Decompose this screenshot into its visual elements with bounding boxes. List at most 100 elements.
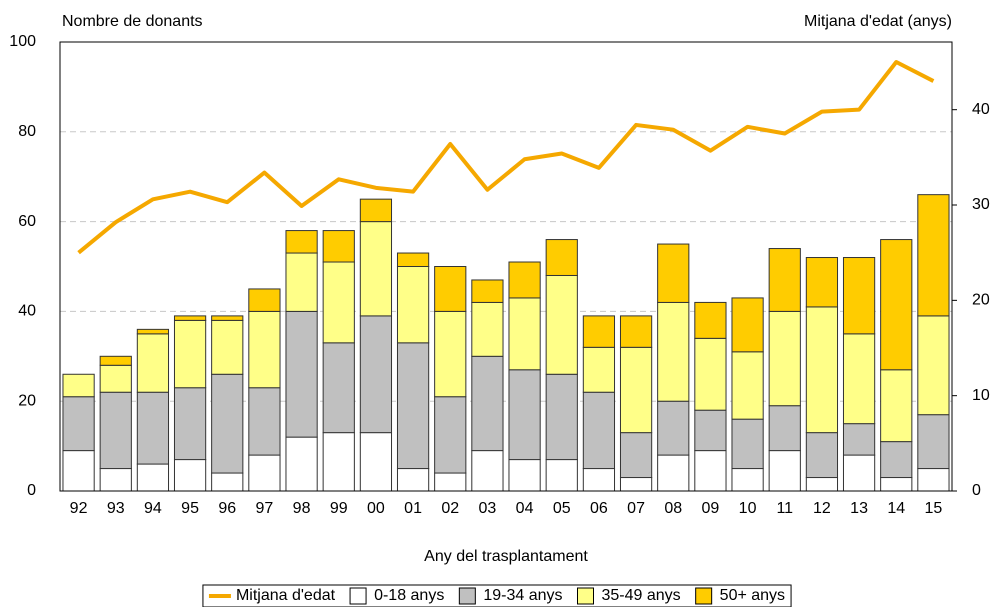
bar-segment (396, 266, 430, 344)
legend-label: 19-34 anys (483, 587, 562, 604)
legend-swatch (577, 587, 594, 605)
bar-segment (173, 387, 207, 461)
bar-segment (211, 472, 244, 492)
legend-label: 35-49 anys (602, 587, 681, 604)
bar-segment (731, 418, 764, 470)
bar-segment (842, 333, 876, 425)
y-tick-label: 0 (27, 482, 36, 499)
bar-segment (508, 369, 541, 461)
bar-segment (471, 450, 504, 492)
x-tick-label: 93 (107, 500, 125, 517)
bar-segment (805, 306, 839, 434)
bar-segment (842, 454, 876, 492)
legend-label: 0-18 anys (374, 587, 444, 604)
bar-segment (694, 337, 727, 411)
bar-segment (805, 257, 839, 308)
x-tick-label: 06 (590, 500, 608, 517)
bar-segment (880, 239, 913, 371)
x-tick-label: 96 (218, 500, 236, 517)
bar-segment (619, 477, 653, 492)
bar-segment (582, 391, 616, 470)
bar-segment (694, 301, 727, 339)
bar-segment (508, 297, 541, 371)
bar-segment (805, 477, 839, 492)
bar-segment (545, 373, 578, 461)
bar-segment (657, 400, 690, 456)
x-tick-label: 99 (330, 500, 348, 517)
y2-tick-label: 40 (972, 101, 990, 118)
bar-segment (731, 468, 764, 492)
bar-segment (508, 459, 541, 492)
bar-segment (917, 414, 950, 470)
bar-segment (471, 355, 504, 452)
bar-segment (917, 315, 950, 416)
x-tick-label: 98 (293, 500, 311, 517)
bar-segment (768, 450, 801, 492)
bar-segment (768, 248, 801, 312)
bar-segment (842, 423, 876, 456)
legend-swatch (349, 587, 367, 605)
bar-segment (248, 310, 281, 389)
plot-frame (59, 41, 953, 492)
legend-swatch (458, 587, 476, 605)
bar-segment (582, 468, 616, 492)
y2-tick-label: 20 (972, 292, 990, 309)
bar-segment (842, 257, 876, 335)
bar-segment (136, 333, 170, 393)
bar-segment (434, 310, 467, 398)
legend-label: Mitjana d'edat (236, 587, 336, 604)
y2-tick-label: 0 (972, 482, 981, 499)
bar-segment (62, 450, 95, 492)
bar-segment (211, 315, 244, 321)
bar-segment (359, 315, 393, 434)
bar-segment (396, 468, 430, 492)
x-tick-label: 05 (553, 500, 571, 517)
x-tick-label: 94 (144, 500, 162, 517)
x-tick-label: 95 (181, 500, 199, 517)
x-tick-label: 13 (850, 500, 868, 517)
bar-segment (880, 369, 913, 443)
bar-segment (657, 301, 690, 402)
bar-segment (248, 288, 281, 312)
bar-segment (285, 436, 318, 492)
x-tick-label: 03 (479, 500, 497, 517)
bar-segment (62, 396, 95, 452)
legend-swatch (695, 587, 713, 605)
y-tick-label: 80 (18, 123, 36, 140)
bar-segment (173, 319, 207, 389)
bar-segment (211, 319, 244, 375)
bar-segment (805, 432, 839, 479)
bar-segment (322, 261, 355, 344)
bar-segment (136, 463, 170, 492)
bar-segment (768, 405, 801, 452)
y-tick-label: 40 (18, 303, 36, 320)
bar-segment (880, 441, 913, 479)
bar-segment (619, 315, 653, 348)
y-axis-title: Nombre de donants (62, 13, 203, 30)
bar-segment (434, 472, 467, 492)
y-tick-label: 100 (9, 33, 36, 50)
bar-segment (359, 432, 393, 492)
bar-segment (731, 297, 764, 353)
bar-segment (471, 279, 504, 303)
bar-segment (545, 459, 578, 492)
bar-segment (396, 252, 430, 267)
x-tick-label: 12 (813, 500, 831, 517)
x-tick-label: 11 (776, 500, 793, 517)
y2-axis-title: Mitjana d'edat (anys) (804, 13, 952, 30)
bar-segment (396, 342, 430, 470)
bar-segment (471, 301, 504, 357)
bar-segment (99, 355, 132, 366)
bar-segment (322, 230, 355, 263)
bar-segment (285, 310, 318, 438)
x-tick-label: 97 (256, 500, 274, 517)
x-tick-label: 02 (441, 500, 459, 517)
bar-segment (508, 261, 541, 299)
bar-segment (434, 396, 467, 474)
x-tick-label: 00 (367, 500, 385, 517)
bar-segment (434, 266, 467, 312)
x-tick-label: 04 (516, 500, 534, 517)
x-tick-label: 08 (664, 500, 682, 517)
bar-segment (619, 432, 653, 479)
